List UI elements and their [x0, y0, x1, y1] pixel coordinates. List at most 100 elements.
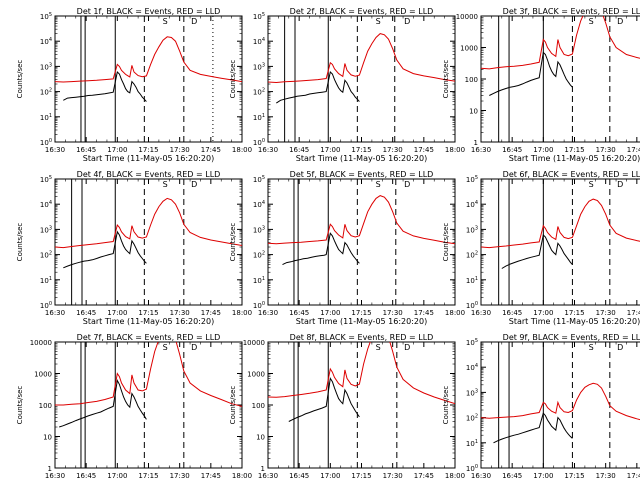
plot-frame	[480, 15, 640, 143]
marker-label: D	[617, 180, 623, 189]
x-tick-label: 17:00	[107, 309, 127, 317]
y-tick-label: 101	[40, 276, 52, 285]
x-tick-label: 17:45	[414, 146, 434, 154]
plot-frame	[267, 341, 456, 469]
x-tick-label: 17:00	[320, 472, 340, 480]
events-series-line	[489, 51, 573, 96]
y-tick-label: 1000	[460, 45, 478, 53]
x-tick-label: 17:45	[201, 146, 221, 154]
x-axis-label: Start Time (11-May-05 16:20:20)	[296, 154, 427, 163]
x-tick-label: 17:30	[170, 472, 190, 480]
y-tick-label: 100	[40, 301, 52, 310]
y-tick-label: 101	[40, 113, 52, 122]
x-tick-label: 17:15	[351, 309, 371, 317]
x-tick-label: 17:30	[170, 309, 190, 317]
y-tick-label: 10	[43, 434, 52, 442]
y-tick-label: 103	[40, 62, 52, 71]
plot-area	[268, 16, 455, 142]
events-series-line	[59, 378, 147, 428]
x-tick-label: 16:30	[258, 146, 278, 154]
events-series-line	[276, 71, 360, 104]
marker-label: D	[191, 17, 197, 26]
plot-area	[55, 342, 242, 468]
plot-area	[481, 342, 640, 468]
y-tick-label: 103	[466, 388, 478, 397]
x-tick-label: 17:30	[170, 146, 190, 154]
y-tick-label: 105	[466, 338, 478, 347]
y-axis-label: Counts/sec	[229, 386, 237, 425]
x-tick-label: 16:30	[258, 472, 278, 480]
marker-label: S	[589, 17, 594, 26]
plot-area	[55, 16, 242, 142]
x-tick-label: 17:30	[596, 309, 616, 317]
detector-panel: Det 6f, BLACK = Events, RED = LLD 100 101 1…	[442, 170, 640, 326]
y-tick-label: 104	[253, 37, 265, 46]
x-tick-label: 17:45	[414, 309, 434, 317]
x-tick-label: 17:00	[533, 309, 553, 317]
y-axis-label: Counts/sec	[442, 386, 450, 425]
y-tick-label: 104	[40, 200, 52, 209]
x-tick-label: 17:45	[627, 146, 640, 154]
plot-frame	[54, 15, 243, 143]
x-tick-label: 17:00	[320, 309, 340, 317]
y-tick-label: 102	[40, 251, 52, 260]
lld-series-line	[481, 16, 640, 70]
marker-label: D	[404, 343, 410, 352]
events-series-line	[493, 412, 573, 444]
y-axis-label: Counts/sec	[229, 223, 237, 262]
detector-panel: Det 5f, BLACK = Events, RED = LLD 100 101 1…	[229, 170, 465, 326]
panel-title: Det 2f, BLACK = Events, RED = LLD	[290, 7, 434, 16]
y-tick-label: 10000	[456, 13, 478, 21]
y-tick-label: 100	[465, 76, 478, 84]
x-tick-label: 16:30	[45, 146, 65, 154]
plot-area	[55, 179, 242, 305]
marker-label: D	[404, 17, 410, 26]
lld-series-line	[481, 382, 640, 421]
y-axis-label: Counts/sec	[442, 223, 450, 262]
y-tick-label: 100	[253, 138, 265, 147]
x-tick-label: 17:45	[627, 472, 640, 480]
lld-series-line	[55, 36, 242, 83]
marker-label: D	[191, 343, 197, 352]
plot-frame	[267, 15, 456, 143]
x-tick-label: 17:15	[564, 472, 584, 480]
y-tick-label: 1	[474, 139, 478, 147]
x-tick-label: 17:15	[351, 472, 371, 480]
plot-frame	[54, 178, 243, 306]
x-tick-label: 17:15	[564, 146, 584, 154]
plot-frame	[480, 178, 640, 306]
x-tick-label: 16:30	[45, 472, 65, 480]
detector-panel: Det 1f, BLACK = Events, RED = LLD 100 101 1…	[16, 7, 252, 163]
x-tick-label: 16:30	[471, 472, 491, 480]
y-tick-label: 101	[253, 113, 265, 122]
x-tick-label: 16:30	[471, 146, 491, 154]
y-tick-label: 100	[253, 301, 265, 310]
y-tick-label: 105	[253, 12, 265, 21]
x-tick-label: 16:30	[471, 309, 491, 317]
y-tick-label: 10	[469, 108, 478, 116]
detector-panel: Det 3f, BLACK = Events, RED = LLD 1 10 100 1…	[442, 7, 640, 163]
y-axis-label: Counts/sec	[16, 386, 24, 425]
y-tick-label: 104	[466, 363, 478, 372]
x-tick-label: 18:00	[232, 472, 252, 480]
y-tick-label: 1	[48, 465, 52, 473]
y-tick-label: 102	[466, 251, 478, 260]
detector-panel: Det 9f, BLACK = Events, RED = LLD 100 101 1…	[442, 333, 640, 480]
marker-label: S	[163, 17, 168, 26]
x-tick-label: 17:15	[564, 309, 584, 317]
y-tick-label: 102	[253, 88, 265, 97]
lld-series-line	[268, 342, 455, 405]
x-tick-label: 17:00	[533, 146, 553, 154]
x-axis-label: Start Time (11-May-05 16:20:20)	[509, 154, 640, 163]
x-tick-label: 17:15	[138, 472, 158, 480]
y-axis-label: Counts/sec	[229, 60, 237, 99]
y-tick-label: 103	[466, 225, 478, 234]
lld-series-line	[268, 33, 455, 84]
panel-title: Det 3f, BLACK = Events, RED = LLD	[503, 7, 640, 16]
x-tick-label: 17:00	[107, 146, 127, 154]
y-tick-label: 103	[40, 225, 52, 234]
y-tick-label: 1	[261, 465, 265, 473]
x-tick-label: 18:00	[445, 146, 465, 154]
x-tick-label: 16:45	[76, 309, 96, 317]
marker-label: D	[617, 17, 623, 26]
